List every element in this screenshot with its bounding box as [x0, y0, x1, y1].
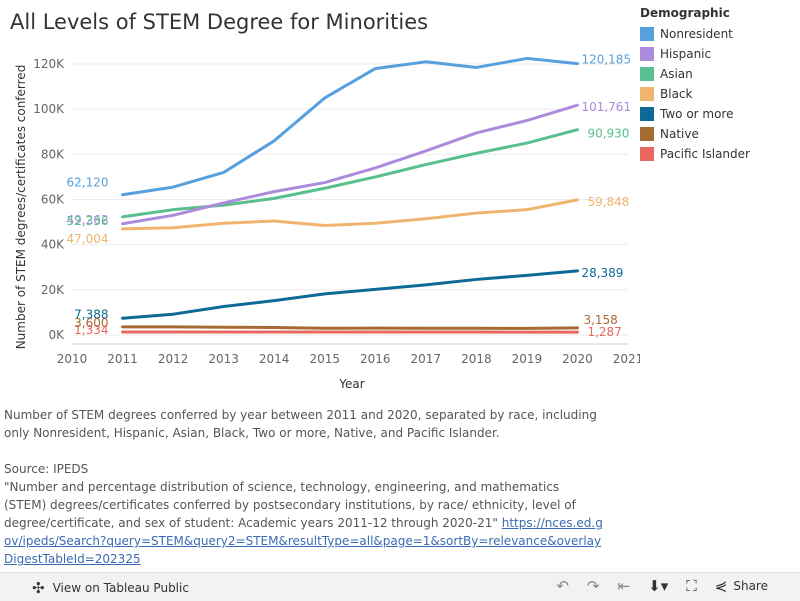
legend-label: Black — [660, 87, 692, 101]
caption-citation: "Number and percentage distribution of s… — [4, 478, 604, 568]
x-tick-label: 2021 — [613, 352, 640, 366]
y-tick-label: 0K — [48, 328, 65, 342]
y-tick-label: 20K — [41, 283, 65, 297]
end-data-label: 28,389 — [581, 266, 623, 280]
fullscreen-icon[interactable]: ⛶ — [686, 577, 697, 595]
y-tick-label: 60K — [41, 193, 65, 207]
y-tick-label: 80K — [41, 147, 65, 161]
legend-swatch — [640, 87, 654, 101]
undo-icon[interactable]: ↶ — [556, 577, 569, 595]
x-tick-label: 2020 — [562, 352, 593, 366]
x-tick-label: 2012 — [158, 352, 189, 366]
x-tick-label: 2013 — [208, 352, 239, 366]
x-tick-label: 2011 — [107, 352, 138, 366]
legend-label: Native — [660, 127, 699, 141]
y-axis-title: Number of STEM degrees/certificates conf… — [14, 65, 28, 350]
legend-swatch — [640, 47, 654, 61]
legend-item[interactable]: Nonresident — [640, 24, 800, 44]
legend-swatch — [640, 147, 654, 161]
x-axis-title: Year — [338, 377, 364, 391]
caption-description: Number of STEM degrees conferred by year… — [4, 406, 604, 442]
caption: Number of STEM degrees conferred by year… — [4, 406, 604, 568]
legend-swatch — [640, 67, 654, 81]
series-line — [123, 130, 578, 217]
start-data-label: 62,120 — [67, 176, 109, 190]
end-data-label: 90,930 — [587, 127, 629, 141]
x-tick-label: 2016 — [360, 352, 391, 366]
legend-item[interactable]: Hispanic — [640, 44, 800, 64]
x-tick-label: 2014 — [259, 352, 290, 366]
share-button[interactable]: ⋞ Share — [715, 577, 768, 595]
chart-area: All Levels of STEM Degree for Minorities… — [0, 0, 800, 400]
series-line — [123, 105, 578, 224]
citation-text: "Number and percentage distribution of s… — [4, 480, 576, 530]
toolbar-actions: ↶ ↷ ⇤ ⬇▾ ⛶ ⋞ Share — [556, 577, 768, 595]
legend-label: Hispanic — [660, 47, 711, 61]
line-chart: 0K 20K 40K 60K 80K 100K 120K 2010 2011 2012 2013 20… — [0, 0, 640, 400]
legend-item[interactable]: Pacific Islander — [640, 144, 800, 164]
x-tick-label: 2019 — [512, 352, 543, 366]
view-on-tableau-button[interactable]: ✣ View on Tableau Public — [32, 579, 189, 597]
view-on-tableau-label: View on Tableau Public — [53, 581, 189, 595]
x-tick-label: 2015 — [309, 352, 340, 366]
share-label: Share — [733, 579, 768, 593]
x-tick-label: 2010 — [57, 352, 88, 366]
end-data-label: 101,761 — [581, 100, 631, 114]
y-tick-label: 40K — [41, 238, 65, 252]
series-line — [123, 200, 578, 229]
tableau-toolbar: ✣ View on Tableau Public ↶ ↷ ⇤ ⬇▾ ⛶ ⋞ Sh… — [0, 572, 800, 601]
legend-label: Nonresident — [660, 27, 733, 41]
series-line — [123, 327, 578, 329]
legend-title: Demographic — [640, 6, 800, 20]
legend-items: Nonresident Hispanic Asian Black Two or more… — [640, 24, 800, 164]
legend-swatch — [640, 127, 654, 141]
caption-source: Source: IPEDS — [4, 460, 604, 478]
legend-label: Asian — [660, 67, 693, 81]
y-tick-label: 100K — [33, 102, 65, 116]
legend-item[interactable]: Asian — [640, 64, 800, 84]
legend-swatch — [640, 27, 654, 41]
end-data-label: 1,287 — [587, 325, 621, 339]
legend-item[interactable]: Two or more — [640, 104, 800, 124]
redo-icon[interactable]: ↷ — [587, 577, 600, 595]
revert-icon[interactable]: ⇤ — [618, 577, 631, 595]
legend: Demographic Nonresident Hispanic Asian Blac… — [640, 6, 800, 164]
start-data-label: 47,004 — [67, 232, 109, 246]
legend-item[interactable]: Black — [640, 84, 800, 104]
series-line — [123, 271, 578, 318]
x-tick-label: 2017 — [411, 352, 442, 366]
end-data-label: 59,848 — [587, 195, 629, 209]
caption-spacer — [4, 442, 604, 460]
legend-label: Pacific Islander — [660, 147, 750, 161]
end-data-label: 120,185 — [581, 53, 631, 67]
y-tick-label: 120K — [33, 57, 65, 71]
share-icon: ⋞ — [715, 577, 728, 595]
x-tick-label: 2018 — [461, 352, 492, 366]
legend-label: Two or more — [660, 107, 734, 121]
start-data-label: 1,334 — [74, 323, 108, 337]
start-data-label: 52,336 — [67, 214, 109, 228]
legend-item[interactable]: Native — [640, 124, 800, 144]
download-icon[interactable]: ⬇▾ — [648, 577, 668, 595]
tableau-logo-icon: ✣ — [32, 579, 45, 597]
legend-swatch — [640, 107, 654, 121]
